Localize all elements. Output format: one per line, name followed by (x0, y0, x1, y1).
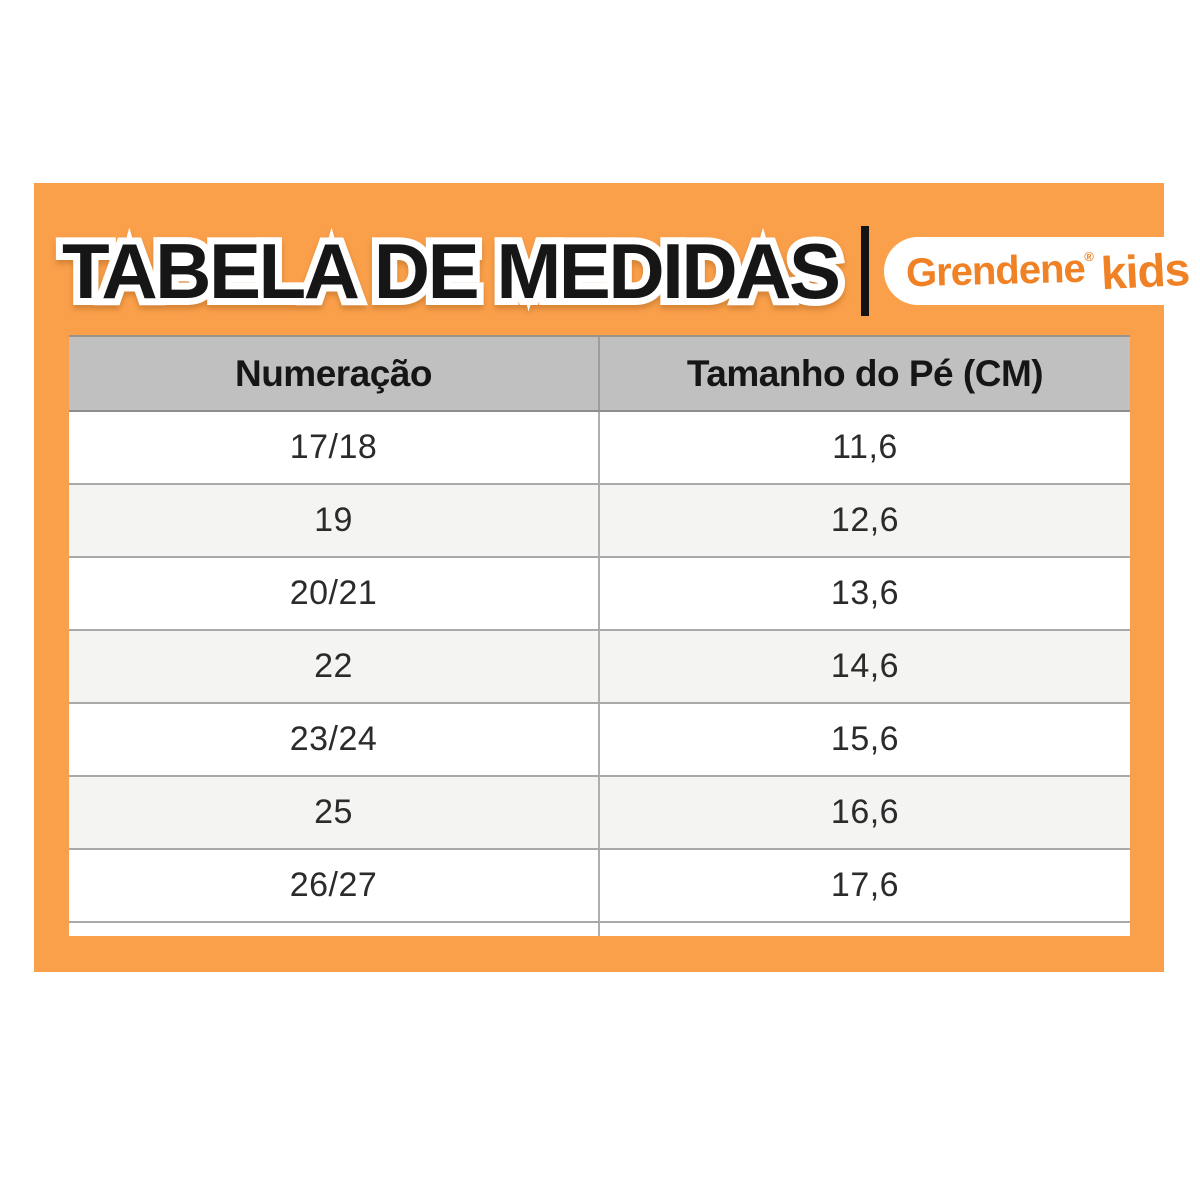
foot-cm-cell (598, 923, 1130, 936)
foot-cm-cell: 16,6 (598, 777, 1130, 848)
table-row-cutoff (69, 923, 1130, 936)
grendene-kids-logo: Grendene ® kids (883, 237, 1200, 305)
brand-suffix: kids (1099, 242, 1191, 300)
foot-cm-cell: 13,6 (598, 558, 1130, 629)
column-header-tamanho: Tamanho do Pé (CM) (598, 337, 1130, 410)
size-cell: 23/24 (289, 720, 378, 758)
table-row: 25 16,6 (69, 777, 1130, 850)
size-cell: 20/21 (289, 574, 378, 612)
table-row: 20/21 13,6 (69, 558, 1130, 631)
size-cell: 26/27 (289, 866, 378, 904)
table-row: 22 14,6 (69, 631, 1130, 704)
foot-cm-cell: 15,6 (598, 704, 1130, 775)
table-row: 23/24 15,6 (69, 704, 1130, 777)
column-header-numeracao: Numeração (234, 352, 433, 394)
brand-name: Grendene (904, 246, 1085, 295)
table-row: 26/27 17,6 (69, 850, 1130, 923)
foot-cm-cell: 14,6 (598, 631, 1130, 702)
size-cell: 22 (314, 647, 353, 685)
foot-cm-cell: 17,6 (598, 850, 1130, 921)
foot-cm-cell: 12,6 (598, 485, 1130, 556)
foot-cm-cell: 11,6 (598, 412, 1130, 483)
size-cell: 17/18 (289, 428, 378, 466)
page-title-text: TABELA DE MEDIDAS (62, 227, 841, 315)
size-cell (69, 923, 598, 936)
page-title: TABELA DE MEDIDAS TABELA DE MEDIDAS (55, 220, 848, 322)
table-header-row: Numeração Tamanho do Pé (CM) (69, 337, 1130, 412)
size-chart-card: TABELA DE MEDIDAS TABELA DE MEDIDAS Gren… (34, 183, 1200, 972)
size-cell: 25 (314, 793, 353, 831)
size-table: Numeração Tamanho do Pé (CM) 17/18 11,6 … (69, 335, 1130, 936)
title-separator-bar (860, 226, 869, 316)
size-cell: 19 (314, 501, 353, 539)
table-row: 19 12,6 (69, 485, 1130, 558)
page-title-outline: TABELA DE MEDIDAS (55, 220, 848, 322)
registered-trademark-icon: ® (1084, 249, 1094, 264)
brand-row: TABELA DE MEDIDAS TABELA DE MEDIDAS Gren… (55, 220, 1200, 322)
table-row: 17/18 11,6 (69, 412, 1130, 485)
